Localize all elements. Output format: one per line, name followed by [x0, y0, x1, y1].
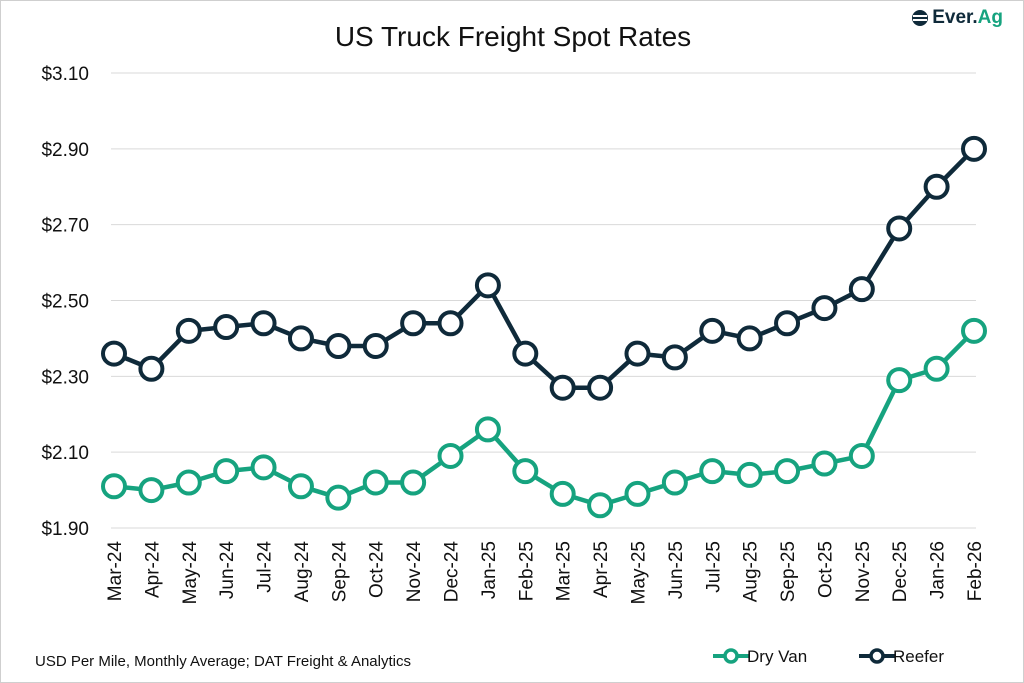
data-point [437, 442, 464, 469]
data-point [362, 333, 389, 359]
data-point [325, 484, 352, 511]
x-tick-label: Feb-25 [516, 541, 537, 601]
data-point [661, 469, 688, 496]
legend-label: Reefer [893, 647, 944, 666]
x-tick-label: Oct-25 [815, 541, 836, 598]
x-tick-label: Jan-26 [928, 541, 949, 599]
data-point [175, 317, 202, 344]
x-tick-label: Aug-24 [292, 541, 313, 603]
x-tick-label: Oct-24 [367, 541, 388, 598]
data-point [848, 442, 875, 469]
data-point [587, 492, 614, 519]
y-tick-label: $2.90 [41, 140, 89, 161]
data-point [512, 340, 539, 367]
data-point [175, 469, 202, 496]
data-point [474, 416, 501, 443]
y-tick-label: $3.10 [41, 64, 89, 85]
y-tick-label: $1.90 [41, 519, 89, 540]
x-tick-label: Jun-25 [666, 541, 687, 599]
data-point [549, 480, 576, 507]
data-point [624, 340, 651, 367]
data-point [699, 317, 726, 344]
data-point [774, 310, 801, 337]
data-point [624, 480, 651, 507]
data-point [287, 325, 314, 352]
x-tick-label: Mar-25 [554, 541, 575, 601]
data-point [101, 340, 127, 367]
x-tick-label: Jan-25 [479, 541, 500, 599]
data-point [213, 458, 240, 485]
x-tick-label: Jul-24 [255, 541, 276, 593]
chart-title: US Truck Freight Spot Rates [334, 21, 692, 52]
data-point [213, 314, 240, 341]
logo-text-ag: Ag [977, 7, 1003, 28]
data-point [886, 367, 913, 394]
legend-label: Dry Van [747, 647, 807, 666]
data-point [961, 317, 987, 344]
data-point [736, 325, 763, 352]
data-point [848, 276, 875, 303]
x-tick-label: May-24 [180, 541, 201, 605]
data-point [774, 458, 801, 485]
data-point [811, 295, 838, 322]
y-tick-label: $2.70 [41, 216, 89, 237]
y-tick-label: $2.30 [41, 367, 89, 388]
x-tick-label: Jul-25 [703, 541, 724, 593]
data-point [138, 355, 165, 382]
legend-marker [869, 648, 885, 664]
legend-marker [723, 648, 739, 664]
data-point [811, 450, 838, 477]
x-tick-label: Sep-25 [778, 541, 799, 602]
data-point [587, 374, 614, 401]
series-line-dry-van [113, 329, 976, 508]
data-point [400, 469, 427, 496]
data-point [736, 461, 763, 488]
x-tick-label: Feb-26 [965, 541, 986, 601]
logo-mark-icon [912, 10, 929, 26]
data-point [250, 310, 277, 337]
x-tick-label: Sep-24 [329, 541, 350, 603]
logo-text-ever: Ever. [932, 7, 978, 28]
y-tick-label: $2.10 [41, 443, 89, 464]
data-point [101, 473, 127, 500]
x-tick-label: Aug-25 [741, 541, 762, 602]
data-point [250, 454, 277, 481]
x-tick-label: Nov-25 [853, 541, 874, 602]
data-point [400, 310, 427, 337]
x-tick-label: May-25 [628, 541, 649, 604]
x-tick-label: Dec-25 [890, 541, 911, 602]
x-tick-label: Jun-24 [217, 541, 238, 600]
data-point [512, 458, 539, 485]
data-point [325, 333, 352, 359]
data-point [923, 355, 950, 382]
data-point [699, 458, 726, 485]
data-point [362, 469, 389, 496]
source-note: USD Per Mile, Monthly Average; DAT Freig… [35, 653, 411, 670]
data-point [661, 344, 688, 371]
y-tick-label: $2.50 [41, 292, 89, 313]
x-tick-label: Dec-24 [442, 541, 463, 603]
data-point [437, 310, 464, 337]
series-line-reefer [113, 147, 976, 390]
data-point [138, 477, 165, 504]
data-point [886, 215, 913, 242]
data-point [549, 374, 576, 401]
everag-logo: Ever. Ag [911, 7, 1003, 29]
data-point [474, 272, 501, 299]
data-point [961, 135, 987, 162]
x-tick-label: Apr-25 [591, 541, 612, 598]
x-tick-label: Apr-24 [142, 541, 163, 598]
data-point [923, 173, 950, 200]
data-point [287, 473, 314, 500]
x-tick-label: Nov-24 [404, 541, 425, 603]
x-tick-label: Mar-24 [105, 541, 126, 602]
